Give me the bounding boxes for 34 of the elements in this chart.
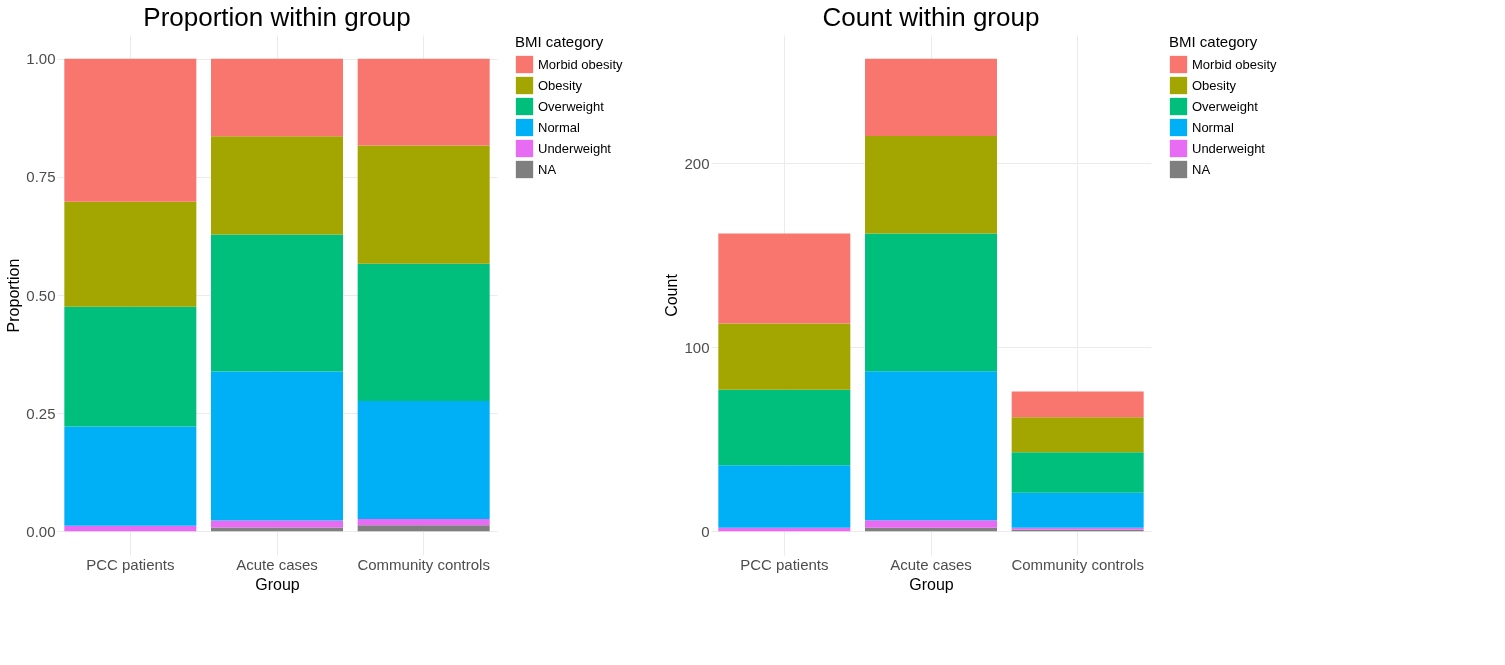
y-tick-label: 1.00 [26,50,56,68]
y-tick-label: 100 [684,338,710,356]
chart-title: Proportion within group [143,2,411,32]
y-axis-title: Proportion [5,258,23,333]
legend-title: BMI category [515,33,604,50]
legend-label: Normal [1192,119,1235,135]
legend-title: BMI category [1169,33,1258,50]
legend-label: Overweight [538,98,605,114]
legend-label: Normal [538,119,581,135]
x-tick-label: Acute cases [890,555,972,573]
legend-label: Obesity [1192,77,1237,93]
y-tick-label: 0.25 [26,404,56,422]
y-tick-label: 0 [701,522,710,540]
legend-label: NA [1192,161,1211,177]
x-tick-label: Community controls [1011,555,1144,573]
y-tick-label: 200 [684,154,710,172]
y-tick-label: 0.00 [26,522,56,540]
legend-label: Morbid obesity [538,56,624,72]
x-tick-label: Acute cases [236,555,318,573]
x-axis-title: Group [255,575,300,593]
x-tick-label: PCC patients [740,555,829,573]
legend-label: Overweight [1192,98,1259,114]
legend-label: NA [538,161,557,177]
legend-label: Underweight [538,140,612,156]
legend-label: Obesity [538,77,583,93]
chart-title: Count within group [822,2,1040,32]
x-axis-title: Group [909,575,954,593]
x-tick-label: Community controls [357,555,490,573]
legend-label: Morbid obesity [1192,56,1278,72]
x-tick-label: PCC patients [86,555,175,573]
y-axis-title: Count [663,273,681,317]
y-tick-label: 0.75 [26,168,56,186]
y-tick-label: 0.50 [26,286,56,304]
legend-label: Underweight [1192,140,1266,156]
